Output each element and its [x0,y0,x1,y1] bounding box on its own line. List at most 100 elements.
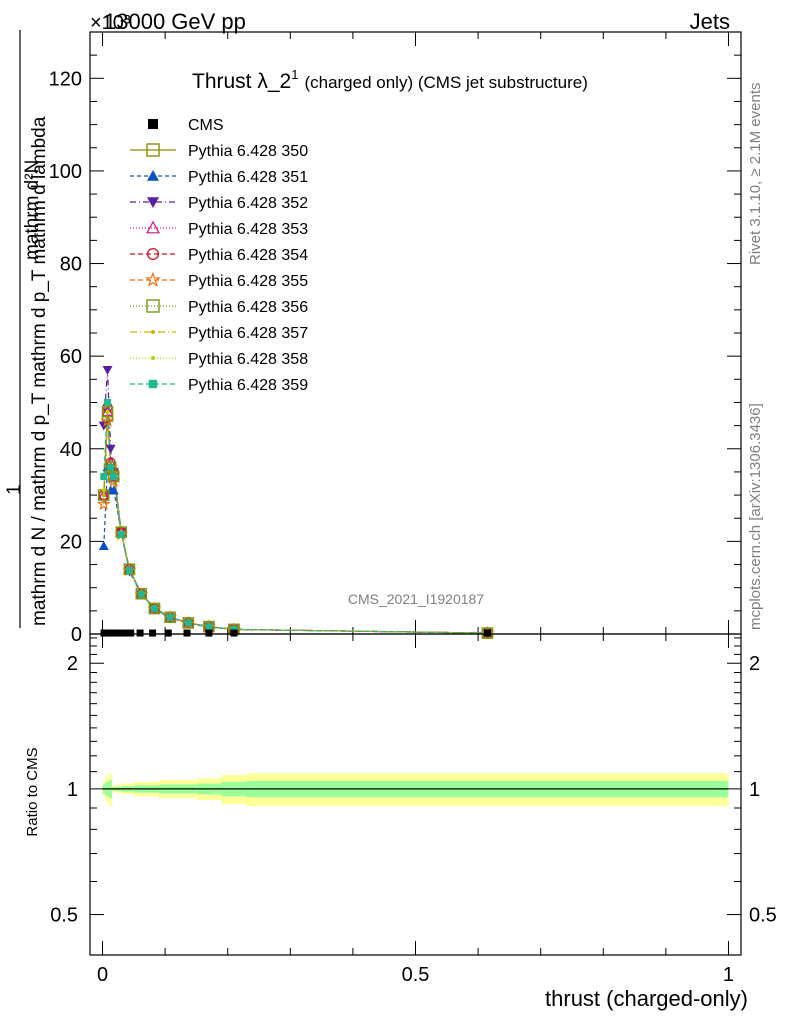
series-point [106,473,121,488]
series-point [184,619,192,627]
series-point [110,473,118,481]
series-point [100,413,115,427]
cms-point [114,629,122,637]
series-point [102,366,113,376]
series-point [101,493,106,498]
cms-point [164,629,172,637]
series-point [481,627,494,639]
legend-marker [151,330,155,334]
series-point [96,497,111,511]
series-line [103,467,488,634]
y-title-bottom: mathrm d N / mathrm d p_T mathrm d p_T m… [29,116,50,626]
series-point [108,470,120,483]
chart-title-main: Thrust λ_2 [192,70,291,93]
series-point [101,406,114,418]
legend-marker [147,197,159,208]
legend-label: Pythia 6.428 355 [188,273,308,290]
y-tick-label: 0 [71,624,82,646]
legend-label-cms: CMS [188,117,224,134]
series-point [164,611,176,624]
cms-point [109,629,117,637]
y-exponent-label: ×10³ [90,12,131,34]
ratio-y-tick-label: 2 [67,653,78,675]
series-point [205,623,213,631]
x-tick-label: 1 [723,964,734,986]
legend-label: Pythia 6.428 353 [188,221,308,238]
legend: CMS Pythia 6.428 350 Pythia 6.428 351 Pythi… [130,117,308,394]
chart-title-sup: 1 [291,67,298,82]
mcplots-label: mcplots.cern.ch [arXiv:1306.3436] [747,403,764,630]
cms-point [127,629,135,637]
series-point [125,566,133,574]
ratio-y-tick-label-right: 1 [749,779,760,801]
legend-label: Pythia 6.428 356 [188,299,308,316]
cms-point [120,629,128,637]
cms-point [183,629,191,637]
series-point [101,488,106,493]
y-tick-label: 40 [60,439,82,461]
series-point [104,398,112,406]
series-point [230,625,238,633]
legend-marker [148,379,158,389]
legend-label: Pythia 6.428 350 [188,143,308,160]
series-point [182,617,194,629]
series-point [105,409,110,414]
series-point [117,530,125,538]
y-tick-label: 100 [49,161,82,183]
legend-marker [145,271,161,287]
series-point [98,541,109,551]
y-title-one: 1 [4,484,25,495]
series-point [108,485,119,495]
series-point [166,613,174,621]
legend-marker [147,170,159,181]
x-axis-title: thrust (charged-only) [545,986,748,1011]
series-point [137,590,145,598]
series-point [104,461,117,473]
rivet-label: Rivet 3.1.10, ≥ 2.1M events [747,83,764,266]
series-point [148,602,161,615]
series-point [100,473,108,481]
cms-point [149,629,157,637]
ratio-panel: 0 0.5 1 0.5 0.5 1 1 2 2 [50,633,777,986]
ratio-y-title: Ratio to CMS [24,747,41,836]
chart-subtitle: (charged only) (CMS jet substructure) [304,73,587,92]
y-tick-label: 20 [60,531,82,553]
legend-marker [145,220,161,234]
y-title-top: mathrm d²N [22,160,43,260]
cms-point [136,629,144,637]
ratio-y-tick-label: 1 [67,779,78,801]
y-tick-label: 60 [60,346,82,368]
series-point [105,444,116,454]
legend-label: Pythia 6.428 351 [188,169,308,186]
ratio-y-tick-label-right: 0.5 [749,905,777,927]
legend-marker [146,299,160,313]
series-point [107,463,115,471]
chart-title: Thrust λ_21 (charged only) (CMS jet subst… [192,67,588,93]
legend-label: Pythia 6.428 358 [188,351,308,368]
cms-point [205,629,213,637]
y-tick-label: 80 [60,254,82,276]
y-axis-title: mathrm d²N 1 mathrm d N / mathrm d p_T m… [4,30,50,628]
legend-label: Pythia 6.428 352 [188,195,308,212]
cms-point [230,629,238,637]
series-point [150,605,158,613]
ratio-y-tick-label-right: 2 [749,653,760,675]
legend-marker-cms [148,119,158,129]
legend-label: Pythia 6.428 354 [188,247,308,264]
y-tick-label: 120 [49,68,82,90]
legend-marker [146,247,160,261]
legend-label: Pythia 6.428 357 [188,325,308,342]
energy-label: 13000 GeV pp [104,9,246,34]
ratio-y-tick-label: 0.5 [50,905,78,927]
legend-label: Pythia 6.428 359 [188,377,308,394]
series-point [123,563,136,575]
x-tick-label: 0.5 [402,964,430,986]
legend-marker [146,143,160,157]
series-point [135,588,148,600]
legend-marker [151,356,155,360]
cms-point [483,629,491,637]
main-panel: 0 20 40 60 80 100 120 CMS Pythia 6.428 350 Pythia… [49,31,742,646]
x-tick-label: 0 [97,964,108,986]
category-label: Jets [690,9,730,34]
